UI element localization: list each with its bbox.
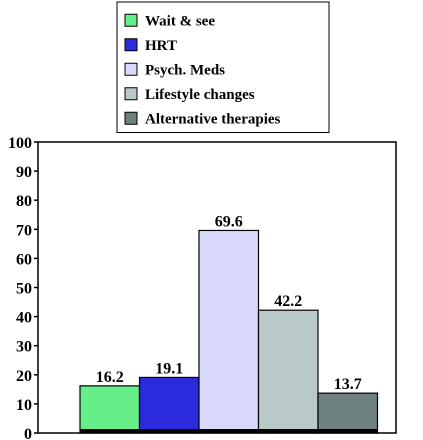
data-label: 13.7 — [334, 376, 362, 393]
data-labels: 16.2 19.1 69.6 42.2 13.7 — [96, 213, 362, 393]
y-tick-label: 20 — [16, 368, 32, 385]
bar — [138, 376, 200, 434]
legend-label: Psych. Meds — [145, 62, 225, 78]
data-label: 69.6 — [215, 213, 243, 230]
y-tick-label: 60 — [16, 251, 32, 268]
bar — [79, 385, 141, 434]
y-tick-label: 10 — [16, 397, 32, 414]
legend-label: Alternative therapies — [145, 111, 281, 127]
legend: Wait & see HRT Psych. Meds Lifestyle change… — [116, 1, 330, 133]
legend-swatch — [124, 111, 138, 125]
legend-box — [116, 1, 330, 133]
bar — [317, 392, 379, 434]
bars — [79, 229, 379, 434]
y-tick-label: 30 — [16, 339, 32, 356]
legend-swatch — [124, 38, 138, 52]
legend-swatch — [124, 62, 138, 76]
bar — [257, 309, 319, 434]
y-tick-label: 0 — [24, 426, 32, 440]
y-tick-label: 40 — [16, 310, 32, 327]
y-tick-label: 70 — [16, 222, 32, 239]
legend-swatch — [124, 87, 138, 101]
bar — [198, 229, 260, 434]
data-label: 16.2 — [96, 369, 124, 386]
y-tick-label: 90 — [16, 164, 32, 181]
legend-swatch — [124, 13, 138, 27]
data-label: 19.1 — [155, 360, 183, 377]
y-tick-label: 80 — [16, 193, 32, 210]
y-tick-label: 100 — [8, 135, 32, 152]
legend-label: Wait & see — [145, 13, 215, 29]
legend-label: Lifestyle changes — [145, 87, 255, 103]
legend-label: HRT — [145, 38, 177, 54]
y-tick-label: 50 — [16, 281, 32, 298]
bar-baseline — [80, 429, 378, 433]
data-label: 42.2 — [274, 293, 302, 310]
